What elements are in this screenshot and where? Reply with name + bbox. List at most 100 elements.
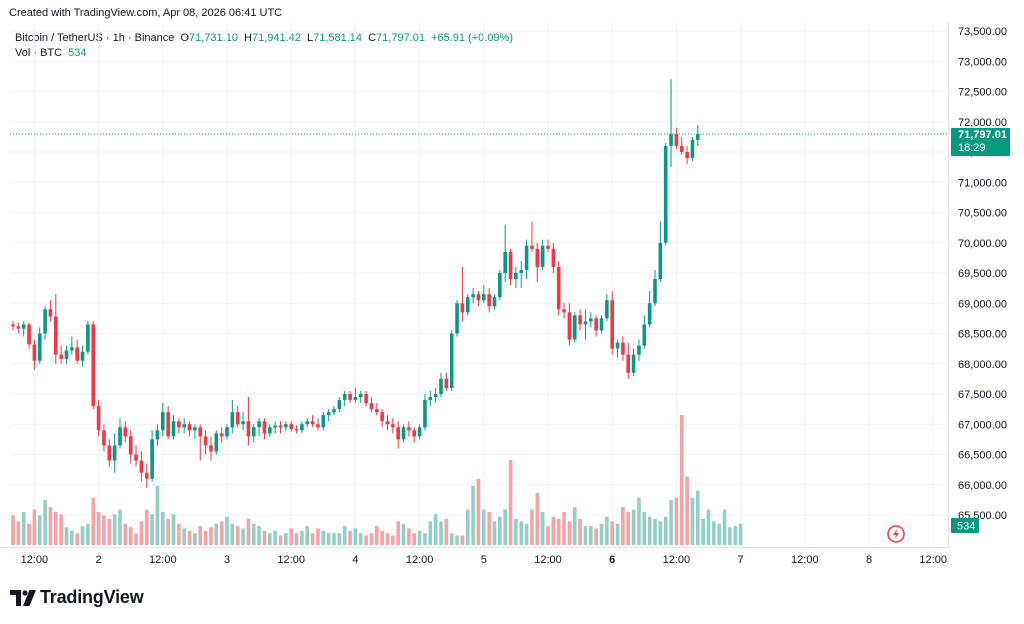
candle-body: [439, 378, 443, 394]
volume-bar: [348, 530, 352, 545]
candle-body: [209, 445, 213, 452]
candle-body: [460, 303, 465, 313]
candle-body: [43, 309, 47, 334]
candle-body: [562, 309, 566, 313]
tradingview-logo[interactable]: TradingView: [10, 587, 144, 608]
volume-bar: [230, 523, 235, 545]
time-tick-label: 12:00: [919, 554, 947, 566]
candle-body: [396, 427, 400, 440]
volume-bar: [128, 527, 133, 545]
candle-body: [251, 427, 256, 437]
candle-body: [348, 394, 352, 401]
volume-bar: [364, 535, 368, 545]
volume-bar: [187, 530, 192, 545]
volume-bar: [653, 519, 657, 545]
volume-bar: [337, 533, 342, 545]
volume-bar: [706, 509, 711, 545]
time-tick-label: 12:00: [663, 554, 691, 566]
volume-bar: [369, 533, 374, 545]
volume-bar: [498, 516, 502, 545]
candle-body: [498, 273, 502, 298]
volume-bar: [535, 493, 540, 545]
candle-body: [391, 424, 395, 428]
candle-body: [203, 436, 208, 446]
price-tick-label: 70,000.00: [958, 238, 1007, 250]
volume-bar: [64, 527, 69, 545]
volume-bar: [696, 490, 700, 545]
volume-legend-row: Vol · BTC 534: [15, 46, 516, 61]
time-tick-label: 12:00: [791, 554, 819, 566]
volume-bar: [380, 530, 384, 545]
price-tick-label: 73,500.00: [958, 26, 1007, 38]
volume-bar: [589, 526, 593, 545]
volume-bar: [342, 526, 347, 545]
candle-body: [268, 427, 272, 434]
candle-body: [610, 300, 614, 349]
volume-bar: [289, 528, 293, 545]
volume-bar: [385, 533, 390, 545]
price-tick-label: 67,000.00: [958, 419, 1007, 431]
volume-bar: [144, 509, 149, 545]
open-label: O: [180, 32, 190, 44]
candle-body: [11, 324, 15, 327]
price-tick-label: 68,000.00: [958, 359, 1007, 371]
ohlc-legend-row: Bitcoin / TetherUS · 1h · Binance O71,73…: [15, 31, 516, 46]
volume-bar: [465, 509, 470, 545]
volume-bar: [332, 533, 336, 545]
replay-icon[interactable]: [887, 525, 905, 543]
volume-bar: [155, 485, 160, 545]
time-tick-label: 3: [224, 554, 230, 566]
candle-body: [16, 326, 21, 329]
volume-bar: [551, 516, 556, 545]
candle-body: [615, 342, 620, 349]
candle-body: [289, 424, 293, 430]
candle-body: [455, 303, 459, 334]
volume-bar: [556, 519, 561, 545]
volume-bar: [161, 511, 165, 545]
volume-bar: [316, 528, 320, 545]
candle-body: [246, 421, 251, 437]
volume-bar: [412, 533, 417, 545]
chart-legend: Bitcoin / TetherUS · 1h · Binance O71,73…: [15, 31, 516, 61]
volume-bars: [11, 415, 743, 545]
candle-body: [230, 412, 235, 428]
candle-body: [150, 439, 154, 479]
volume-bar: [728, 527, 732, 545]
volume-bar: [396, 521, 400, 545]
price-tick-label: 68,500.00: [958, 329, 1007, 341]
volume-bar: [300, 530, 304, 545]
volume-bar: [70, 530, 74, 545]
volume-bar: [235, 526, 240, 545]
price-tick-label: 69,500.00: [958, 268, 1007, 280]
volume-bar: [54, 511, 58, 545]
candle-body: [605, 300, 609, 319]
candle-body: [535, 248, 540, 267]
candle-body: [364, 394, 368, 404]
volume-bar: [273, 530, 277, 545]
volume-bar: [722, 509, 727, 545]
volume-bar: [305, 526, 310, 545]
volume-bar: [43, 500, 47, 545]
volume-bar: [423, 533, 427, 545]
candle-body: [353, 397, 358, 401]
volume-bar: [503, 509, 507, 545]
candle-body: [642, 324, 647, 346]
volume-bar: [524, 523, 529, 545]
candle-body: [284, 424, 288, 428]
candle-body: [96, 406, 101, 431]
candle-body: [380, 412, 384, 422]
volume-bar: [514, 519, 518, 545]
candle-body: [310, 421, 315, 425]
candle-body: [599, 318, 604, 331]
candle-body: [321, 415, 326, 428]
volume-bar: [86, 523, 90, 545]
volume-bar: [530, 509, 534, 545]
candle-body: [337, 400, 342, 410]
volume-bar: [198, 526, 203, 545]
candle-body: [219, 433, 224, 437]
candle-body: [128, 436, 133, 455]
candle-body: [139, 460, 144, 473]
chart-grid: [10, 22, 948, 547]
candle-body: [193, 427, 197, 431]
